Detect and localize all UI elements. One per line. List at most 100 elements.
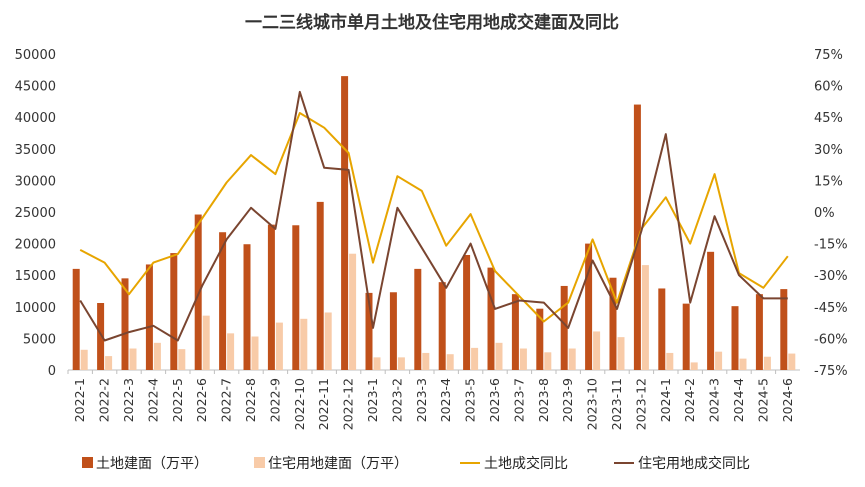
residential-area-bar: [422, 352, 430, 370]
residential-area-bar: [471, 347, 479, 370]
land-area-bar: [121, 278, 129, 370]
x-tick-label: 2023-7: [511, 378, 526, 422]
residential-area-bar: [324, 312, 332, 370]
y-right-tick-label: 45%: [814, 111, 843, 126]
legend-swatch: [254, 457, 265, 468]
residential-area-bar: [519, 348, 527, 370]
x-tick-label: 2022-12: [341, 378, 356, 430]
land-area-bar: [292, 225, 300, 370]
residential-area-bar: [153, 342, 161, 370]
y-right-tick-label: 15%: [814, 174, 843, 189]
x-tick-label: 2022-5: [170, 378, 185, 422]
residential-area-bar: [739, 358, 747, 370]
y-right-tick-label: 0%: [814, 206, 835, 221]
legend: 土地建面（万平） 住宅用地建面（万平） 土地成交同比 住宅用地成交同比: [82, 455, 750, 472]
land-area-bar: [755, 294, 763, 370]
residential-area-bar: [544, 352, 552, 370]
bar-series: [72, 76, 796, 371]
residential-area-bar: [275, 322, 283, 370]
land-area-bar: [145, 264, 153, 370]
land-area-bar: [682, 303, 690, 370]
x-tick-label: 2022-3: [121, 378, 136, 422]
x-tick-label: 2023-9: [560, 378, 575, 422]
residential-area-bar: [227, 333, 235, 370]
x-tick-label: 2024-6: [780, 378, 795, 422]
land-area-bar: [633, 104, 641, 370]
residential-area-bar: [178, 349, 186, 370]
residential-area-bar: [300, 318, 308, 370]
x-tick-label: 2023-8: [536, 378, 551, 422]
residential-area-bar: [568, 348, 576, 370]
land-area-bar: [487, 267, 495, 370]
legend-label: 住宅用地建面（万平）: [268, 456, 408, 472]
land-area-bar: [609, 277, 617, 370]
y-right-tick-label: 30%: [814, 143, 843, 158]
residential-area-bar: [593, 331, 601, 370]
residential-area-bar: [251, 336, 259, 370]
residential-area-bar: [666, 352, 674, 370]
land-area-bar: [267, 224, 275, 370]
land-area-bar: [414, 268, 422, 370]
land-area-bar: [341, 76, 349, 371]
residential-area-bar: [763, 356, 771, 370]
residential-area-bar: [397, 357, 405, 370]
residential-area-bar: [129, 348, 137, 370]
x-tick-label: 2022-6: [194, 378, 209, 422]
y-left-tick-label: 45000: [15, 80, 56, 95]
x-tick-label: 2022-11: [316, 378, 331, 430]
x-tick-label: 2023-5: [463, 378, 478, 422]
y-left-tick-label: 30000: [15, 174, 56, 189]
y-right-tick-label: -45%: [814, 301, 848, 316]
x-tick-label: 2023-3: [414, 378, 429, 422]
x-tick-label: 2022-2: [97, 378, 112, 422]
legend-label: 土地建面（万平）: [96, 456, 208, 472]
y-left-tick-label: 40000: [15, 111, 56, 126]
x-tick-label: 2022-10: [292, 378, 307, 430]
land-area-bar: [365, 292, 373, 370]
y-right-tick-label: -30%: [814, 269, 848, 284]
land-area-bar: [560, 285, 568, 370]
residential-area-bar: [495, 342, 503, 370]
x-tick-label: 2024-1: [658, 378, 673, 422]
residential-area-bar: [80, 349, 88, 370]
y-right-tick-label: -15%: [814, 238, 848, 253]
residential-area-bar: [788, 353, 796, 370]
land-area-bar: [707, 251, 715, 370]
x-tick-label: 2024-4: [731, 378, 746, 422]
x-tick-label: 2023-1: [365, 378, 380, 422]
y-right-tick-label: 75%: [814, 48, 843, 63]
residential-area-bar: [349, 253, 357, 370]
y-left-tick-label: 10000: [15, 301, 56, 316]
x-tick-label: 2023-11: [609, 378, 624, 430]
residential-area-bar: [690, 362, 698, 370]
residential-area-bar: [202, 315, 210, 370]
x-tick-label: 2023-6: [487, 378, 502, 422]
x-tick-label: 2022-9: [267, 378, 282, 422]
residential-yoy-line: [79, 90, 788, 342]
land-area-bar: [170, 253, 178, 370]
y-left-tick-label: 35000: [15, 143, 56, 158]
x-tick-label: 2022-1: [72, 378, 87, 422]
x-tick-label: 2023-12: [633, 378, 648, 430]
residential-area-bar: [715, 351, 723, 370]
y-right-tick-label: 60%: [814, 80, 843, 95]
y-left-tick-label: 20000: [15, 238, 56, 253]
x-tick-label: 2023-2: [389, 378, 404, 422]
y-right-tick-label: -60%: [814, 332, 848, 347]
x-tick-label: 2022-4: [145, 378, 160, 422]
land-area-bar: [97, 303, 105, 370]
y-left-tick-label: 5000: [23, 332, 56, 347]
residential-area-bar: [373, 357, 381, 370]
axes: 0 5000 10000 15000 20000 25000 30000 35000 40000…: [15, 48, 848, 430]
x-tick-label: 2023-4: [438, 378, 453, 422]
residential-area-bar: [446, 354, 454, 370]
land-area-bar: [243, 244, 251, 370]
land-area-bar: [658, 288, 666, 370]
land-area-bar: [536, 308, 544, 370]
x-tick-label: 2024-2: [682, 378, 697, 422]
land-area-bar: [316, 201, 324, 370]
land-area-bar: [731, 306, 739, 370]
x-tick-label: 2022-7: [219, 378, 234, 422]
